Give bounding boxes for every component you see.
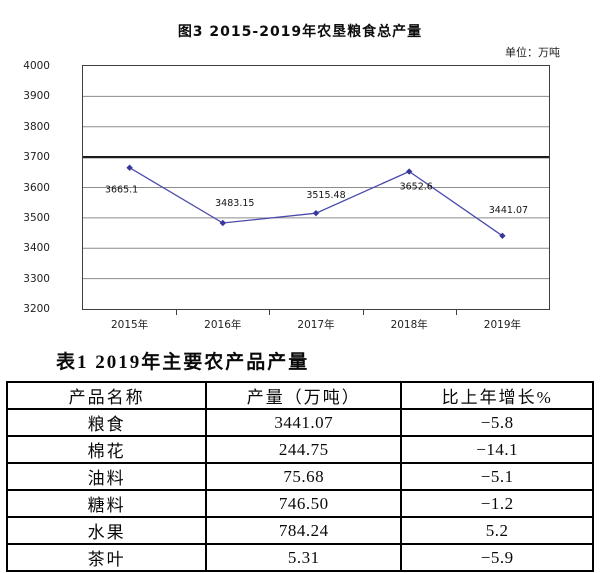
x-axis-tickmark [269, 309, 271, 315]
growth-value-cell: −5.8 [400, 408, 594, 437]
column-header: 比上年增长% [400, 381, 594, 410]
table-row: 水果 784.24 5.2 [5, 516, 594, 545]
product-name-cell: 粮食 [5, 408, 208, 437]
table-row: 粮食 3441.07 −5.8 [5, 408, 594, 437]
x-axis: 2015年 2016年 2017年 2018年 2019年 [83, 317, 549, 333]
figure-title: 图3 2015-2019年农垦粮食总产量 [177, 24, 423, 40]
x-axis-category-label: 2015年 [110, 319, 149, 331]
output-value-cell: 75.68 [205, 462, 403, 491]
table-row: 糖料 746.50 −1.2 [5, 489, 594, 518]
output-value-cell: 746.50 [205, 489, 403, 518]
series-line [129, 167, 503, 237]
y-axis-tick-label: 4000 [23, 60, 50, 72]
data-point-marker [406, 168, 413, 175]
column-header: 产量（万吨） [205, 381, 403, 410]
growth-value-cell: −14.1 [400, 435, 594, 464]
data-point-marker [312, 209, 320, 217]
column-header: 产品名称 [5, 381, 208, 410]
x-axis-category-label: 2017年 [297, 319, 335, 331]
y-axis-tick-label: 3200 [23, 303, 50, 315]
y-axis-tick-label: 3900 [23, 90, 50, 103]
products-table: 产品名称 产量（万吨） 比上年增长% 粮食 3441.07 −5.8 棉花 244.75 −14… [5, 381, 594, 572]
y-axis-tick-label: 3500 [23, 211, 50, 224]
product-name-cell: 油料 [5, 462, 208, 491]
growth-value-cell: −5.1 [400, 462, 594, 491]
line-chart-svg: 3665.1 3483.15 3515.48 3652.6 3441.07 [83, 95, 549, 280]
y-axis-tick-label: 3700 [23, 151, 50, 164]
growth-value-cell: 5.2 [400, 516, 594, 545]
x-axis-category-label: 2018年 [390, 319, 428, 331]
output-value-cell: 244.75 [205, 435, 403, 464]
y-axis: 4000 3900 3800 3700 3600 3500 3400 3300 3200 [14, 60, 64, 315]
x-axis-tickmark [176, 309, 178, 315]
product-name-cell: 棉花 [5, 435, 208, 464]
data-point-label: 3515.48 [306, 190, 345, 201]
y-axis-tick-label: 3400 [23, 242, 50, 255]
y-axis-tick-label: 3800 [23, 120, 50, 133]
output-value-cell: 5.31 [205, 543, 403, 572]
data-point-label: 3483.15 [215, 198, 254, 209]
data-point-label: 3652.6 [400, 182, 433, 193]
product-name-cell: 茶叶 [5, 543, 208, 572]
growth-value-cell: −5.9 [400, 543, 594, 572]
x-axis-tickmarks [83, 309, 549, 316]
growth-value-cell: −1.2 [400, 489, 594, 518]
product-name-cell: 水果 [5, 516, 208, 545]
table-caption: 表1 2019年主要农产品产量 [56, 352, 310, 373]
table-header-row: 产品名称 产量（万吨） 比上年增长% [5, 381, 594, 410]
output-value-cell: 3441.07 [205, 408, 403, 437]
table-row: 油料 75.68 −5.1 [5, 462, 594, 491]
table-row: 棉花 244.75 −14.1 [5, 435, 594, 464]
data-point-label: 3441.07 [489, 205, 528, 216]
y-axis-tick-label: 3300 [23, 272, 50, 285]
x-axis-category-label: 2016年 [204, 319, 242, 331]
x-axis-tickmark [455, 309, 457, 315]
x-axis-category-label: 2019年 [483, 319, 522, 331]
x-axis-tickmark [362, 309, 364, 315]
y-axis-tick-label: 3600 [23, 181, 50, 194]
data-point-label: 3665.1 [105, 185, 138, 196]
product-name-cell: 糖料 [5, 489, 208, 518]
line-chart-plot: 3665.1 3483.15 3515.48 3652.6 3441.07 [82, 65, 550, 310]
table-row: 茶叶 5.31 −5.9 [5, 543, 594, 572]
output-value-cell: 784.24 [205, 516, 403, 545]
unit-label: 单位：万吨 [505, 46, 560, 59]
data-point-marker [126, 164, 133, 171]
data-point-marker [499, 232, 506, 239]
data-point-marker [219, 219, 226, 227]
